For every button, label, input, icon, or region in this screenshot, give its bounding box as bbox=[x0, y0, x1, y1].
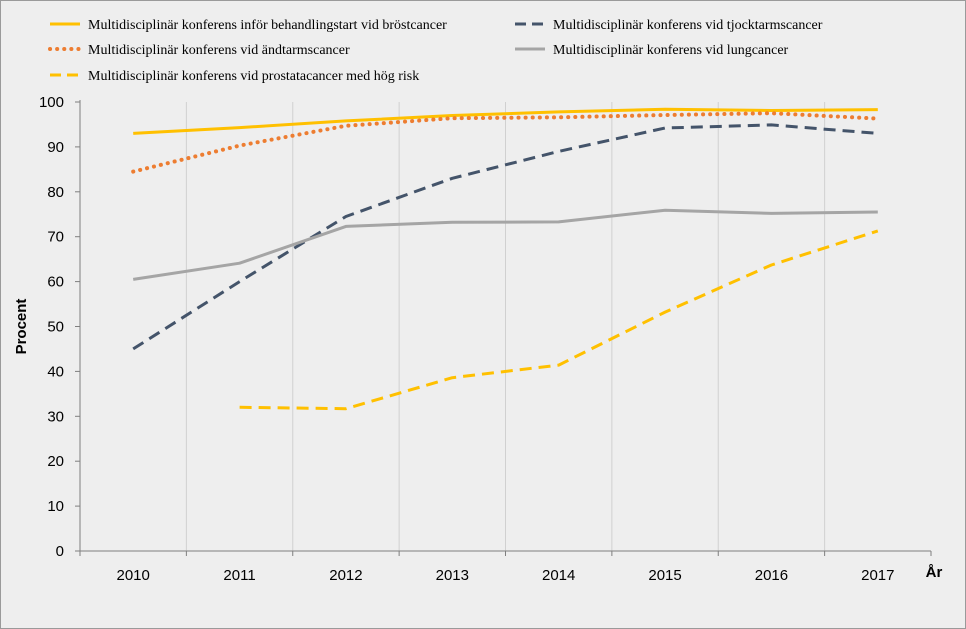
legend-label-2: Multidisciplinär konferens vid tjocktarm… bbox=[553, 18, 823, 33]
x-tick-labels: 2010 2011 2012 2013 2014 2015 2016 2017 bbox=[79, 551, 932, 584]
x-tick-label: 2017 bbox=[861, 567, 894, 584]
legend-label-3: Multidisciplinär konferens vid ändtarmsc… bbox=[88, 43, 350, 58]
series-line-4 bbox=[132, 208, 878, 281]
vertical-gridlines bbox=[185, 102, 826, 551]
series-line-5 bbox=[239, 229, 879, 411]
y-tick-label: 50 bbox=[47, 319, 64, 336]
x-tick-label: 2013 bbox=[436, 567, 469, 584]
legend: Multidisciplinär konferens inför behandl… bbox=[48, 18, 823, 84]
y-tick-label: 40 bbox=[47, 363, 64, 380]
x-axis-title: År bbox=[926, 564, 943, 581]
y-tick-label: 70 bbox=[47, 229, 64, 246]
y-tick-label: 30 bbox=[47, 408, 64, 425]
series-line-2 bbox=[132, 123, 878, 351]
y-tick-label: 100 bbox=[39, 94, 64, 111]
y-tick-label: 0 bbox=[56, 543, 64, 560]
x-tick-label: 2010 bbox=[117, 567, 150, 584]
series-line-3 bbox=[131, 111, 880, 174]
legend-label-4: Multidisciplinär konferens vid lungcance… bbox=[553, 43, 789, 58]
legend-label-1: Multidisciplinär konferens inför behandl… bbox=[88, 18, 447, 33]
y-tick-label: 80 bbox=[47, 184, 64, 201]
y-axis-title: Procent bbox=[13, 299, 30, 355]
x-tick-label: 2015 bbox=[648, 567, 681, 584]
legend-label-5: Multidisciplinär konferens vid prostatac… bbox=[88, 69, 419, 84]
y-tick-label: 10 bbox=[47, 498, 64, 515]
series-line-1 bbox=[133, 107, 878, 135]
y-tick-label: 60 bbox=[47, 274, 64, 291]
y-tick-label: 20 bbox=[47, 453, 64, 470]
x-tick-label: 2011 bbox=[223, 567, 255, 584]
x-tick-label: 2012 bbox=[329, 567, 362, 584]
series-lines bbox=[131, 107, 880, 411]
y-tick-labels: 0 10 20 30 40 50 60 70 80 90 100 bbox=[39, 94, 80, 560]
x-tick-label: 2014 bbox=[542, 567, 575, 584]
x-tick-label: 2016 bbox=[755, 567, 788, 584]
y-tick-label: 90 bbox=[47, 139, 64, 156]
